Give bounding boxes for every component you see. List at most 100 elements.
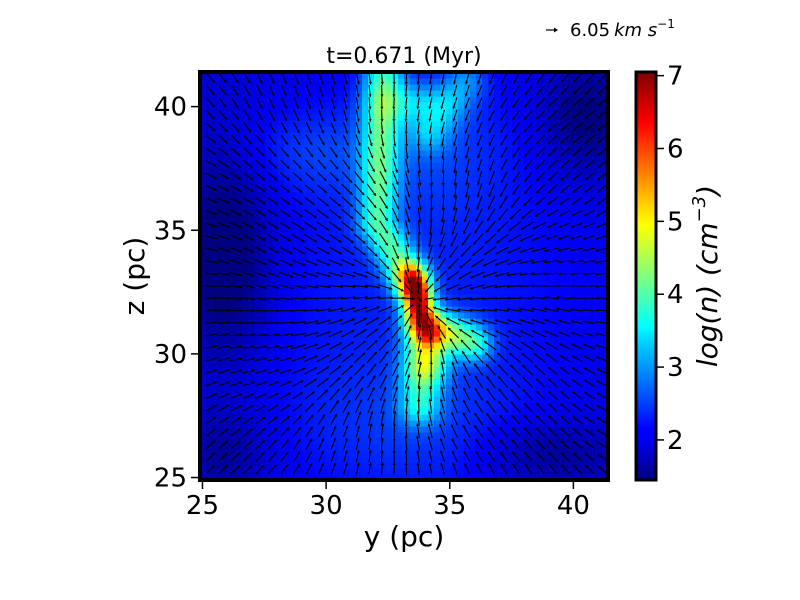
density-cell — [362, 432, 369, 439]
density-cell — [398, 354, 405, 361]
density-cell — [542, 78, 549, 85]
density-cell — [314, 444, 321, 451]
density-cell — [470, 264, 477, 271]
density-cell — [554, 186, 561, 193]
density-cell — [398, 294, 405, 301]
density-cell — [332, 318, 339, 325]
density-cell — [482, 78, 489, 85]
density-cell — [566, 282, 573, 289]
density-cell — [506, 336, 513, 343]
density-cell — [536, 300, 543, 307]
density-cell — [566, 72, 573, 79]
velocity-arrowhead — [262, 189, 266, 193]
density-cell — [320, 300, 327, 307]
density-cell — [494, 396, 501, 403]
density-cell — [368, 288, 375, 295]
density-cell — [296, 102, 303, 109]
density-cell — [434, 348, 441, 355]
density-cell — [290, 174, 297, 181]
density-cell — [236, 306, 243, 313]
density-cell — [380, 78, 387, 85]
density-cell — [296, 78, 303, 85]
density-cell — [458, 450, 465, 457]
density-cell — [488, 348, 495, 355]
density-cell — [212, 138, 219, 145]
density-cell — [434, 210, 441, 217]
density-cell — [242, 198, 249, 205]
density-cell — [200, 462, 207, 469]
density-cell — [392, 306, 399, 313]
density-cell — [398, 276, 405, 283]
density-cell — [242, 138, 249, 145]
density-cell — [590, 222, 597, 229]
density-cell — [338, 432, 345, 439]
density-cell — [356, 84, 363, 91]
density-cell — [434, 324, 441, 331]
density-cell — [446, 114, 453, 121]
density-cell — [308, 150, 315, 157]
velocity-arrowhead — [238, 393, 242, 397]
density-cell — [344, 114, 351, 121]
density-cell — [338, 174, 345, 181]
density-cell — [326, 426, 333, 433]
density-cell — [272, 456, 279, 463]
density-cell — [308, 360, 315, 367]
density-cell — [308, 78, 315, 85]
density-cell — [248, 342, 255, 349]
density-cell — [500, 468, 507, 475]
density-cell — [488, 252, 495, 259]
density-cell — [518, 180, 525, 187]
density-cell — [512, 348, 519, 355]
density-cell — [374, 270, 381, 277]
density-cell — [518, 372, 525, 379]
density-cell — [272, 318, 279, 325]
density-cell — [572, 336, 579, 343]
density-cell — [278, 264, 285, 271]
density-cell — [260, 342, 267, 349]
density-cell — [422, 228, 429, 235]
density-cell — [326, 288, 333, 295]
velocity-arrowhead — [276, 333, 280, 337]
density-cell — [548, 456, 555, 463]
density-cell — [422, 162, 429, 169]
density-cell — [560, 204, 567, 211]
density-cell — [326, 450, 333, 457]
density-cell — [386, 120, 393, 127]
density-cell — [350, 288, 357, 295]
density-cell — [254, 384, 261, 391]
density-cell — [596, 198, 603, 205]
density-cell — [530, 360, 537, 367]
density-cell — [590, 144, 597, 151]
density-cell — [242, 306, 249, 313]
velocity-arrowhead — [276, 297, 280, 301]
density-cell — [302, 150, 309, 157]
density-cell — [602, 162, 608, 169]
velocity-arrowhead — [263, 369, 267, 373]
density-cell — [482, 72, 489, 79]
density-cell — [392, 462, 399, 469]
density-cell — [578, 318, 585, 325]
density-cell — [548, 180, 555, 187]
density-cell — [302, 378, 309, 385]
density-cell — [416, 396, 423, 403]
velocity-arrowhead — [227, 285, 230, 289]
density-cell — [374, 222, 381, 229]
density-cell — [422, 252, 429, 259]
density-cell — [386, 90, 393, 97]
density-cell — [434, 216, 441, 223]
density-cell — [452, 90, 459, 97]
density-cell — [332, 204, 339, 211]
density-cell — [560, 120, 567, 127]
density-cell — [422, 408, 429, 415]
density-cell — [332, 294, 339, 301]
density-cell — [488, 96, 495, 103]
density-cell — [284, 174, 291, 181]
density-cell — [230, 378, 237, 385]
density-cell — [236, 114, 243, 121]
density-cell — [476, 396, 483, 403]
density-cell — [578, 402, 585, 409]
density-cell — [380, 126, 387, 133]
density-cell — [380, 372, 387, 379]
density-cell — [590, 228, 597, 235]
density-cell — [530, 126, 537, 133]
